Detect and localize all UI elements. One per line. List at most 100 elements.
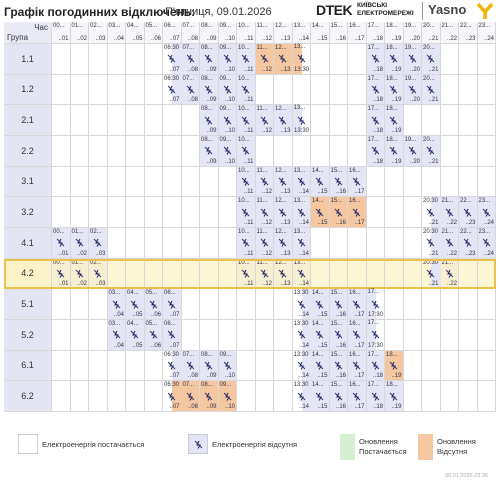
hour-cell (329, 74, 348, 106)
legend-swatch (340, 434, 355, 460)
outage-icon (241, 208, 250, 217)
hour-cell (255, 136, 274, 167)
outage-icon (204, 147, 213, 156)
cell-from: 17... (367, 382, 380, 389)
outage-icon (278, 55, 287, 64)
group-cell: 5.1 (4, 289, 52, 320)
hour-to: ..03 (95, 36, 106, 42)
cell-to: ..17 (354, 342, 365, 349)
half-label: 13:30 (293, 382, 309, 389)
outage-icon (315, 177, 324, 186)
outage-icon (241, 269, 250, 278)
hour-to: ..05 (132, 36, 143, 42)
cell-to: ..09 (206, 373, 217, 380)
hour-cell (126, 228, 145, 259)
cell-from: 10... (238, 259, 250, 266)
hour-cell: 13... ..14 (292, 166, 311, 198)
hour-cell: 13... ..14 (292, 258, 311, 290)
outage-icon (408, 55, 417, 64)
hour-cell (181, 197, 200, 228)
hour-cell: 14... ..15 (311, 166, 330, 198)
hour-cell (107, 258, 126, 290)
hour-cell: 01... ..02 (70, 258, 89, 290)
hour-header: 19... ..20 (403, 22, 422, 44)
outage-icon (167, 361, 176, 370)
hour-cell (52, 320, 71, 351)
hour-cell (144, 350, 163, 382)
hour-cell (403, 228, 422, 259)
outage-icon (260, 116, 269, 125)
hour-cell (181, 105, 200, 136)
hour-cell (329, 258, 348, 290)
hour-from: 02... (90, 23, 102, 29)
group-label: 1.1 (21, 53, 34, 64)
hour-cell (181, 320, 200, 351)
group-label: 3.1 (21, 176, 34, 187)
half-end: 13:30 (293, 127, 309, 134)
cell-from: 20... (423, 75, 435, 82)
hour-cell (218, 166, 237, 198)
cell-to: ..13 (280, 189, 291, 196)
half-label: 13:30 (293, 321, 309, 327)
hour-cell (459, 289, 478, 320)
hour-cell (70, 44, 89, 75)
outage-icon (334, 361, 343, 370)
cell-to: ..22 (446, 250, 457, 257)
half-end: 13:30 (293, 66, 309, 73)
cell-from: 11... (256, 106, 268, 113)
group-label: 6.2 (21, 391, 34, 402)
outage-icon (56, 269, 65, 278)
cell-to: ..11 (243, 281, 254, 288)
cell-from: 19... (404, 137, 417, 143)
hour-cell (329, 44, 348, 75)
cell-from: 15... (330, 290, 343, 297)
hour-cell (311, 136, 330, 167)
hour-cell (200, 228, 219, 259)
outage-icon (371, 85, 380, 94)
outage-icon (241, 239, 250, 248)
outage-icon (167, 85, 176, 94)
hour-cell (181, 258, 200, 290)
cell-to: ..18 (372, 97, 383, 104)
outage-icon (334, 392, 343, 401)
hour-cell (385, 166, 404, 198)
outage-icon (130, 300, 139, 309)
legend-label: Електроенергія постачається (42, 440, 145, 449)
hour-header: 03... ..04 (107, 22, 126, 44)
hour-from: 21... (441, 23, 454, 29)
outage-icon (223, 392, 232, 401)
hour-cell (237, 381, 256, 412)
hour-cell (311, 228, 330, 259)
hour-cell: 09... ..10 (218, 105, 237, 136)
cell-from: 09... (219, 45, 232, 51)
cell-from: 08... (201, 137, 213, 143)
hour-to: ..15 (317, 36, 328, 42)
cell-to: ..02 (76, 281, 87, 288)
cell-to: ..10 (224, 97, 235, 104)
hour-cell (237, 289, 256, 320)
hour-cell (403, 381, 422, 412)
hour-from: 07... (182, 23, 195, 29)
cell-to: ..17 (354, 189, 365, 196)
half-label: 06:30 (164, 45, 180, 51)
outage-icon (371, 116, 380, 125)
hour-cell: 10... ..11 (237, 166, 256, 198)
cell-from: 10... (238, 45, 250, 51)
hour-cell (107, 166, 126, 198)
cell-to: ..06 (150, 311, 161, 318)
cell-to: ..08 (187, 97, 198, 104)
hour-cell: 03... ..04 (107, 289, 126, 320)
hour-cell (459, 166, 478, 198)
hour-cell: 13:30 ..14 (292, 320, 311, 351)
hour-from: 09... (219, 23, 232, 29)
hour-cell (126, 258, 145, 290)
hour-cell (52, 289, 71, 320)
legend-label: Оновлення Постачається (359, 437, 407, 456)
half-label: 20:30 (423, 259, 439, 266)
hour-header: 06... ..07 (163, 22, 182, 44)
hour-cell (274, 381, 293, 412)
cell-from: 22... (460, 198, 472, 205)
hour-cell (107, 136, 126, 167)
outage-icon (204, 85, 213, 94)
hour-from: 13... (293, 23, 306, 29)
